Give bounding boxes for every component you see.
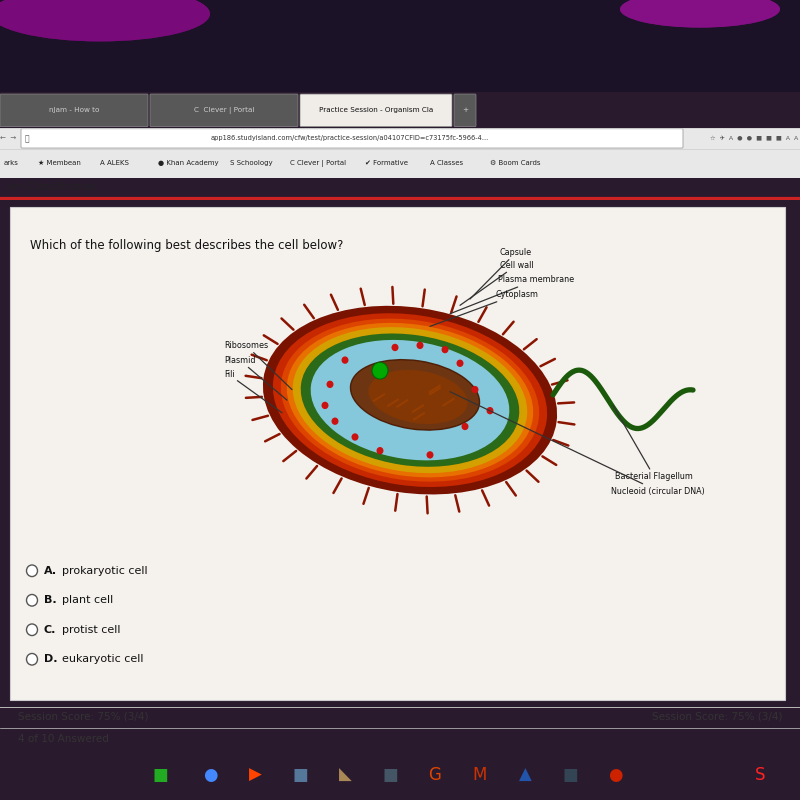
Text: Plasma membrane: Plasma membrane xyxy=(450,275,574,314)
Circle shape xyxy=(26,594,38,606)
Text: ★ Membean: ★ Membean xyxy=(38,160,81,166)
Ellipse shape xyxy=(301,334,519,466)
Circle shape xyxy=(486,407,494,414)
FancyBboxPatch shape xyxy=(0,0,800,92)
Circle shape xyxy=(457,359,463,367)
Circle shape xyxy=(351,434,358,441)
Circle shape xyxy=(442,346,449,354)
Text: Which of the following best describes the cell below?: Which of the following best describes th… xyxy=(30,239,343,252)
Text: +: + xyxy=(462,107,468,114)
Text: ● Khan Academy: ● Khan Academy xyxy=(158,160,218,166)
Ellipse shape xyxy=(281,318,539,482)
FancyBboxPatch shape xyxy=(300,94,452,126)
Text: prokaryotic cell: prokaryotic cell xyxy=(62,566,148,576)
Text: G: G xyxy=(429,766,442,784)
Text: eukaryotic cell: eukaryotic cell xyxy=(62,654,143,664)
Circle shape xyxy=(471,386,478,394)
FancyBboxPatch shape xyxy=(0,149,800,178)
Text: S Schoology: S Schoology xyxy=(230,160,273,166)
Text: ▶: ▶ xyxy=(249,766,262,784)
Text: app186.studyisland.com/cfw/test/practice-session/a04107CFID=c73175fc-5966-4...: app186.studyisland.com/cfw/test/practice… xyxy=(211,135,489,142)
Text: C.: C. xyxy=(44,625,56,634)
Text: ■: ■ xyxy=(562,766,578,784)
FancyBboxPatch shape xyxy=(21,129,683,148)
Ellipse shape xyxy=(368,370,468,424)
Text: Plasmid: Plasmid xyxy=(224,356,287,400)
Text: ◣: ◣ xyxy=(338,766,351,784)
Text: ←  →: ← → xyxy=(0,135,16,142)
Text: Nucleoid (circular DNA): Nucleoid (circular DNA) xyxy=(450,392,705,495)
FancyBboxPatch shape xyxy=(0,94,148,126)
Ellipse shape xyxy=(0,0,210,42)
Circle shape xyxy=(26,624,38,635)
Circle shape xyxy=(417,342,423,349)
Ellipse shape xyxy=(293,327,527,473)
Circle shape xyxy=(342,357,349,364)
Circle shape xyxy=(377,447,383,454)
Ellipse shape xyxy=(286,323,534,478)
Text: C  Clever | Portal: C Clever | Portal xyxy=(194,107,254,114)
Text: sm Classification: sm Classification xyxy=(8,182,97,192)
Text: M: M xyxy=(473,766,487,784)
FancyBboxPatch shape xyxy=(454,94,476,126)
Text: Capsule: Capsule xyxy=(470,248,532,299)
Text: ▲: ▲ xyxy=(518,766,531,784)
Text: ■: ■ xyxy=(382,766,398,784)
Text: C Clever | Portal: C Clever | Portal xyxy=(290,160,346,167)
Text: A.: A. xyxy=(44,566,57,576)
Text: Cell wall: Cell wall xyxy=(460,261,534,306)
Ellipse shape xyxy=(263,306,557,494)
Text: S: S xyxy=(754,766,766,784)
Circle shape xyxy=(372,362,388,379)
Text: A ALEKS: A ALEKS xyxy=(100,160,129,166)
Text: Fili: Fili xyxy=(224,370,282,413)
Text: Session Score: 75% (3/4): Session Score: 75% (3/4) xyxy=(651,712,782,722)
FancyBboxPatch shape xyxy=(0,128,800,149)
Circle shape xyxy=(322,402,329,409)
FancyBboxPatch shape xyxy=(10,207,785,700)
Text: nJam - How to: nJam - How to xyxy=(49,107,99,114)
Ellipse shape xyxy=(310,340,510,460)
Circle shape xyxy=(26,565,38,577)
Ellipse shape xyxy=(620,0,780,27)
Text: B.: B. xyxy=(44,595,57,606)
Text: ■: ■ xyxy=(292,766,308,784)
Text: ■: ■ xyxy=(152,766,168,784)
Text: ⚙ Boom Cards: ⚙ Boom Cards xyxy=(490,160,541,166)
Text: Bacterial Flagellum: Bacterial Flagellum xyxy=(613,406,693,481)
Text: ⚿: ⚿ xyxy=(25,134,30,143)
Circle shape xyxy=(331,418,338,425)
Text: arks: arks xyxy=(4,160,19,166)
Text: Cytoplasm: Cytoplasm xyxy=(430,290,538,326)
Circle shape xyxy=(426,451,434,458)
Text: ☆  ✈  A  ●  ●  ■  ■  ■  A  A  xN: ☆ ✈ A ● ● ■ ■ ■ A A xN xyxy=(710,136,800,141)
Text: Practice Session - Organism Cla: Practice Session - Organism Cla xyxy=(319,107,433,114)
Ellipse shape xyxy=(350,360,479,430)
Text: A Classes: A Classes xyxy=(430,160,463,166)
Text: ●: ● xyxy=(608,766,622,784)
Circle shape xyxy=(26,654,38,665)
Text: Ribosomes: Ribosomes xyxy=(224,341,292,390)
Text: protist cell: protist cell xyxy=(62,625,121,634)
Text: plant cell: plant cell xyxy=(62,595,114,606)
FancyBboxPatch shape xyxy=(150,94,298,126)
Text: ●: ● xyxy=(202,766,218,784)
Text: 4 of 10 Answered: 4 of 10 Answered xyxy=(18,734,109,744)
Circle shape xyxy=(462,422,469,430)
Text: Session Score: 75% (3/4): Session Score: 75% (3/4) xyxy=(18,712,149,722)
Circle shape xyxy=(326,381,334,388)
Text: D.: D. xyxy=(44,654,58,664)
Text: ✔ Formative: ✔ Formative xyxy=(365,160,408,166)
Ellipse shape xyxy=(273,314,547,487)
Circle shape xyxy=(391,344,398,351)
